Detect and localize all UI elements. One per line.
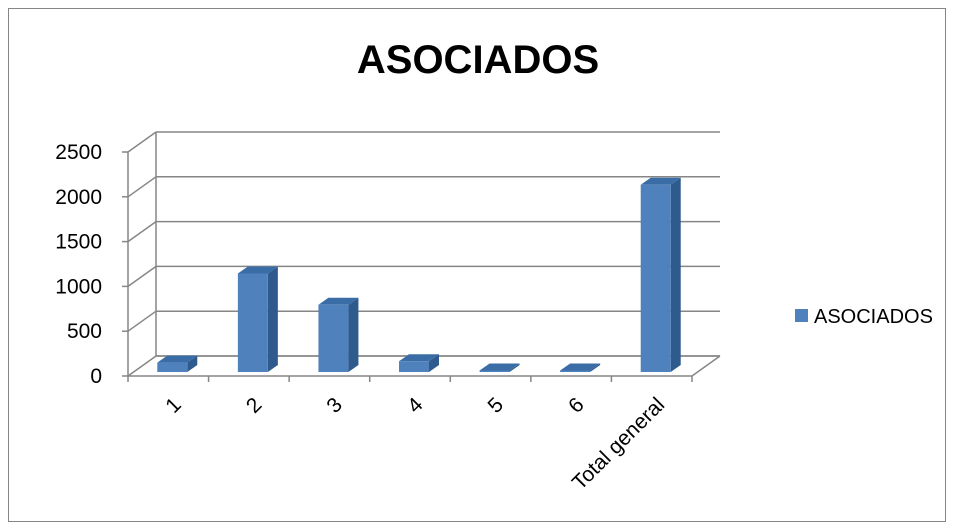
bar-top	[237, 266, 278, 274]
bar-front	[237, 273, 268, 372]
gridlines	[122, 131, 720, 377]
bar-side	[429, 354, 439, 372]
legend: ASOCIADOS	[795, 306, 933, 328]
y-axis-labels: 0 500 1000 1500 2000 2500	[55, 141, 102, 388]
bar-top	[479, 363, 520, 371]
legend-swatch	[795, 309, 808, 322]
x-tick-label: 3	[322, 393, 347, 418]
bar-top	[560, 363, 601, 371]
bars	[157, 177, 681, 372]
bar	[560, 363, 601, 372]
bar-front	[560, 370, 591, 372]
gridline-side	[127, 131, 157, 153]
y-tick-label: 1500	[55, 231, 102, 254]
bar-front	[640, 184, 671, 372]
bar	[399, 354, 439, 372]
chart-title: ASOCIADOS	[356, 38, 600, 82]
bar-side	[509, 363, 520, 372]
bar	[640, 177, 681, 372]
bar-front	[318, 304, 349, 372]
bar-top	[157, 355, 198, 363]
bar-side	[670, 177, 681, 372]
legend-label: ASOCIADOS	[814, 306, 933, 328]
bar-side	[267, 266, 278, 372]
bar	[237, 266, 278, 372]
bar-side	[590, 363, 601, 372]
bar-top	[399, 354, 439, 362]
bar-front	[399, 361, 429, 372]
y-tick-label: 0	[90, 365, 102, 388]
gridline-side	[127, 176, 157, 198]
x-tick-label: 6	[564, 393, 589, 418]
bar	[479, 363, 520, 372]
chart-area	[8, 8, 946, 522]
bar-front	[157, 362, 188, 372]
y-tick-label: 2500	[55, 141, 102, 164]
bar	[318, 297, 359, 372]
bar-top	[640, 177, 681, 185]
bar-front	[479, 370, 510, 372]
gridline-side	[127, 355, 157, 377]
x-tick-label: 2	[242, 393, 267, 418]
bar-side	[348, 297, 359, 372]
x-tick-label: 5	[484, 393, 509, 418]
x-tick-label: 1	[161, 393, 186, 418]
y-tick-label: 1000	[55, 275, 102, 298]
x-tick-label: 4	[403, 393, 428, 418]
gridline-side	[127, 220, 157, 243]
y-tick-label: 500	[67, 320, 102, 343]
gridline-side	[127, 310, 157, 332]
bar-side	[187, 355, 198, 372]
bar	[157, 355, 198, 372]
gridline-side	[127, 265, 157, 288]
chart-walls	[127, 132, 721, 377]
y-tick-label: 2000	[55, 186, 102, 209]
bar-top	[318, 297, 359, 305]
